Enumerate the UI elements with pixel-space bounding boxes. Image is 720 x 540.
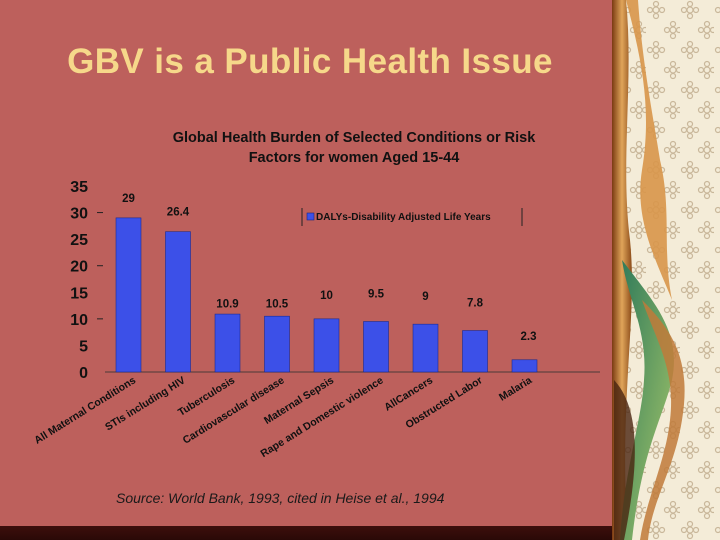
bar-value-label: 26.4: [167, 207, 190, 219]
chart-title-line-1: Global Health Burden of Selected Conditi…: [173, 130, 536, 146]
slide-bottom-border: [0, 526, 612, 540]
y-tick-label: 25: [70, 232, 88, 249]
bar-value-label: 10: [320, 290, 333, 302]
legend-swatch: [306, 212, 315, 221]
y-tick-label: 0: [79, 365, 88, 382]
bar-value-label: 9.5: [368, 289, 385, 301]
bar: [313, 318, 340, 373]
bar-value-label: 7.8: [467, 298, 484, 310]
bar: [412, 323, 439, 373]
bar: [165, 231, 191, 373]
slide-title: GBV is a Public Health Issue: [67, 42, 553, 81]
bar: [363, 321, 389, 373]
value-labels: 29 26.4 10.9 10.5 10 9.5 9 7.8 2.3: [122, 193, 536, 343]
y-tick-label: 10: [70, 312, 88, 329]
bar: [462, 330, 488, 373]
bar: [214, 313, 241, 373]
bar: [264, 315, 290, 373]
y-tick-label: 30: [70, 206, 88, 223]
y-tick-label: 15: [70, 285, 88, 302]
y-axis-ticks: 0 5 10 15 20 25 30 35: [70, 179, 103, 382]
bar: [115, 217, 142, 373]
decorative-pattern: [612, 0, 720, 540]
y-tick-label: 35: [70, 179, 88, 196]
y-tick-label: 5: [79, 338, 88, 355]
legend-label: DALYs-Disability Adjusted Life Years: [316, 212, 491, 223]
decorative-side-panel: [612, 0, 720, 540]
bar-value-label: 10.5: [266, 299, 289, 311]
bar-value-label: 10.9: [216, 299, 238, 311]
bar-value-label: 29: [122, 193, 135, 205]
source-citation: Source: World Bank, 1993, cited in Heise…: [116, 490, 445, 506]
slide-main-panel: [0, 0, 612, 540]
legend: DALYs-Disability Adjusted Life Years: [301, 208, 523, 226]
bar-chart: Global Health Burden of Selected Conditi…: [32, 130, 600, 460]
y-tick-label: 20: [70, 259, 88, 276]
x-tick-label: Malaria: [497, 374, 534, 403]
chart-title-line-2: Factors for women Aged 15-44: [249, 150, 460, 166]
bar-value-label: 9: [422, 291, 428, 303]
bars: [115, 217, 538, 373]
bar: [511, 359, 538, 373]
bar-value-label: 2.3: [521, 331, 537, 343]
